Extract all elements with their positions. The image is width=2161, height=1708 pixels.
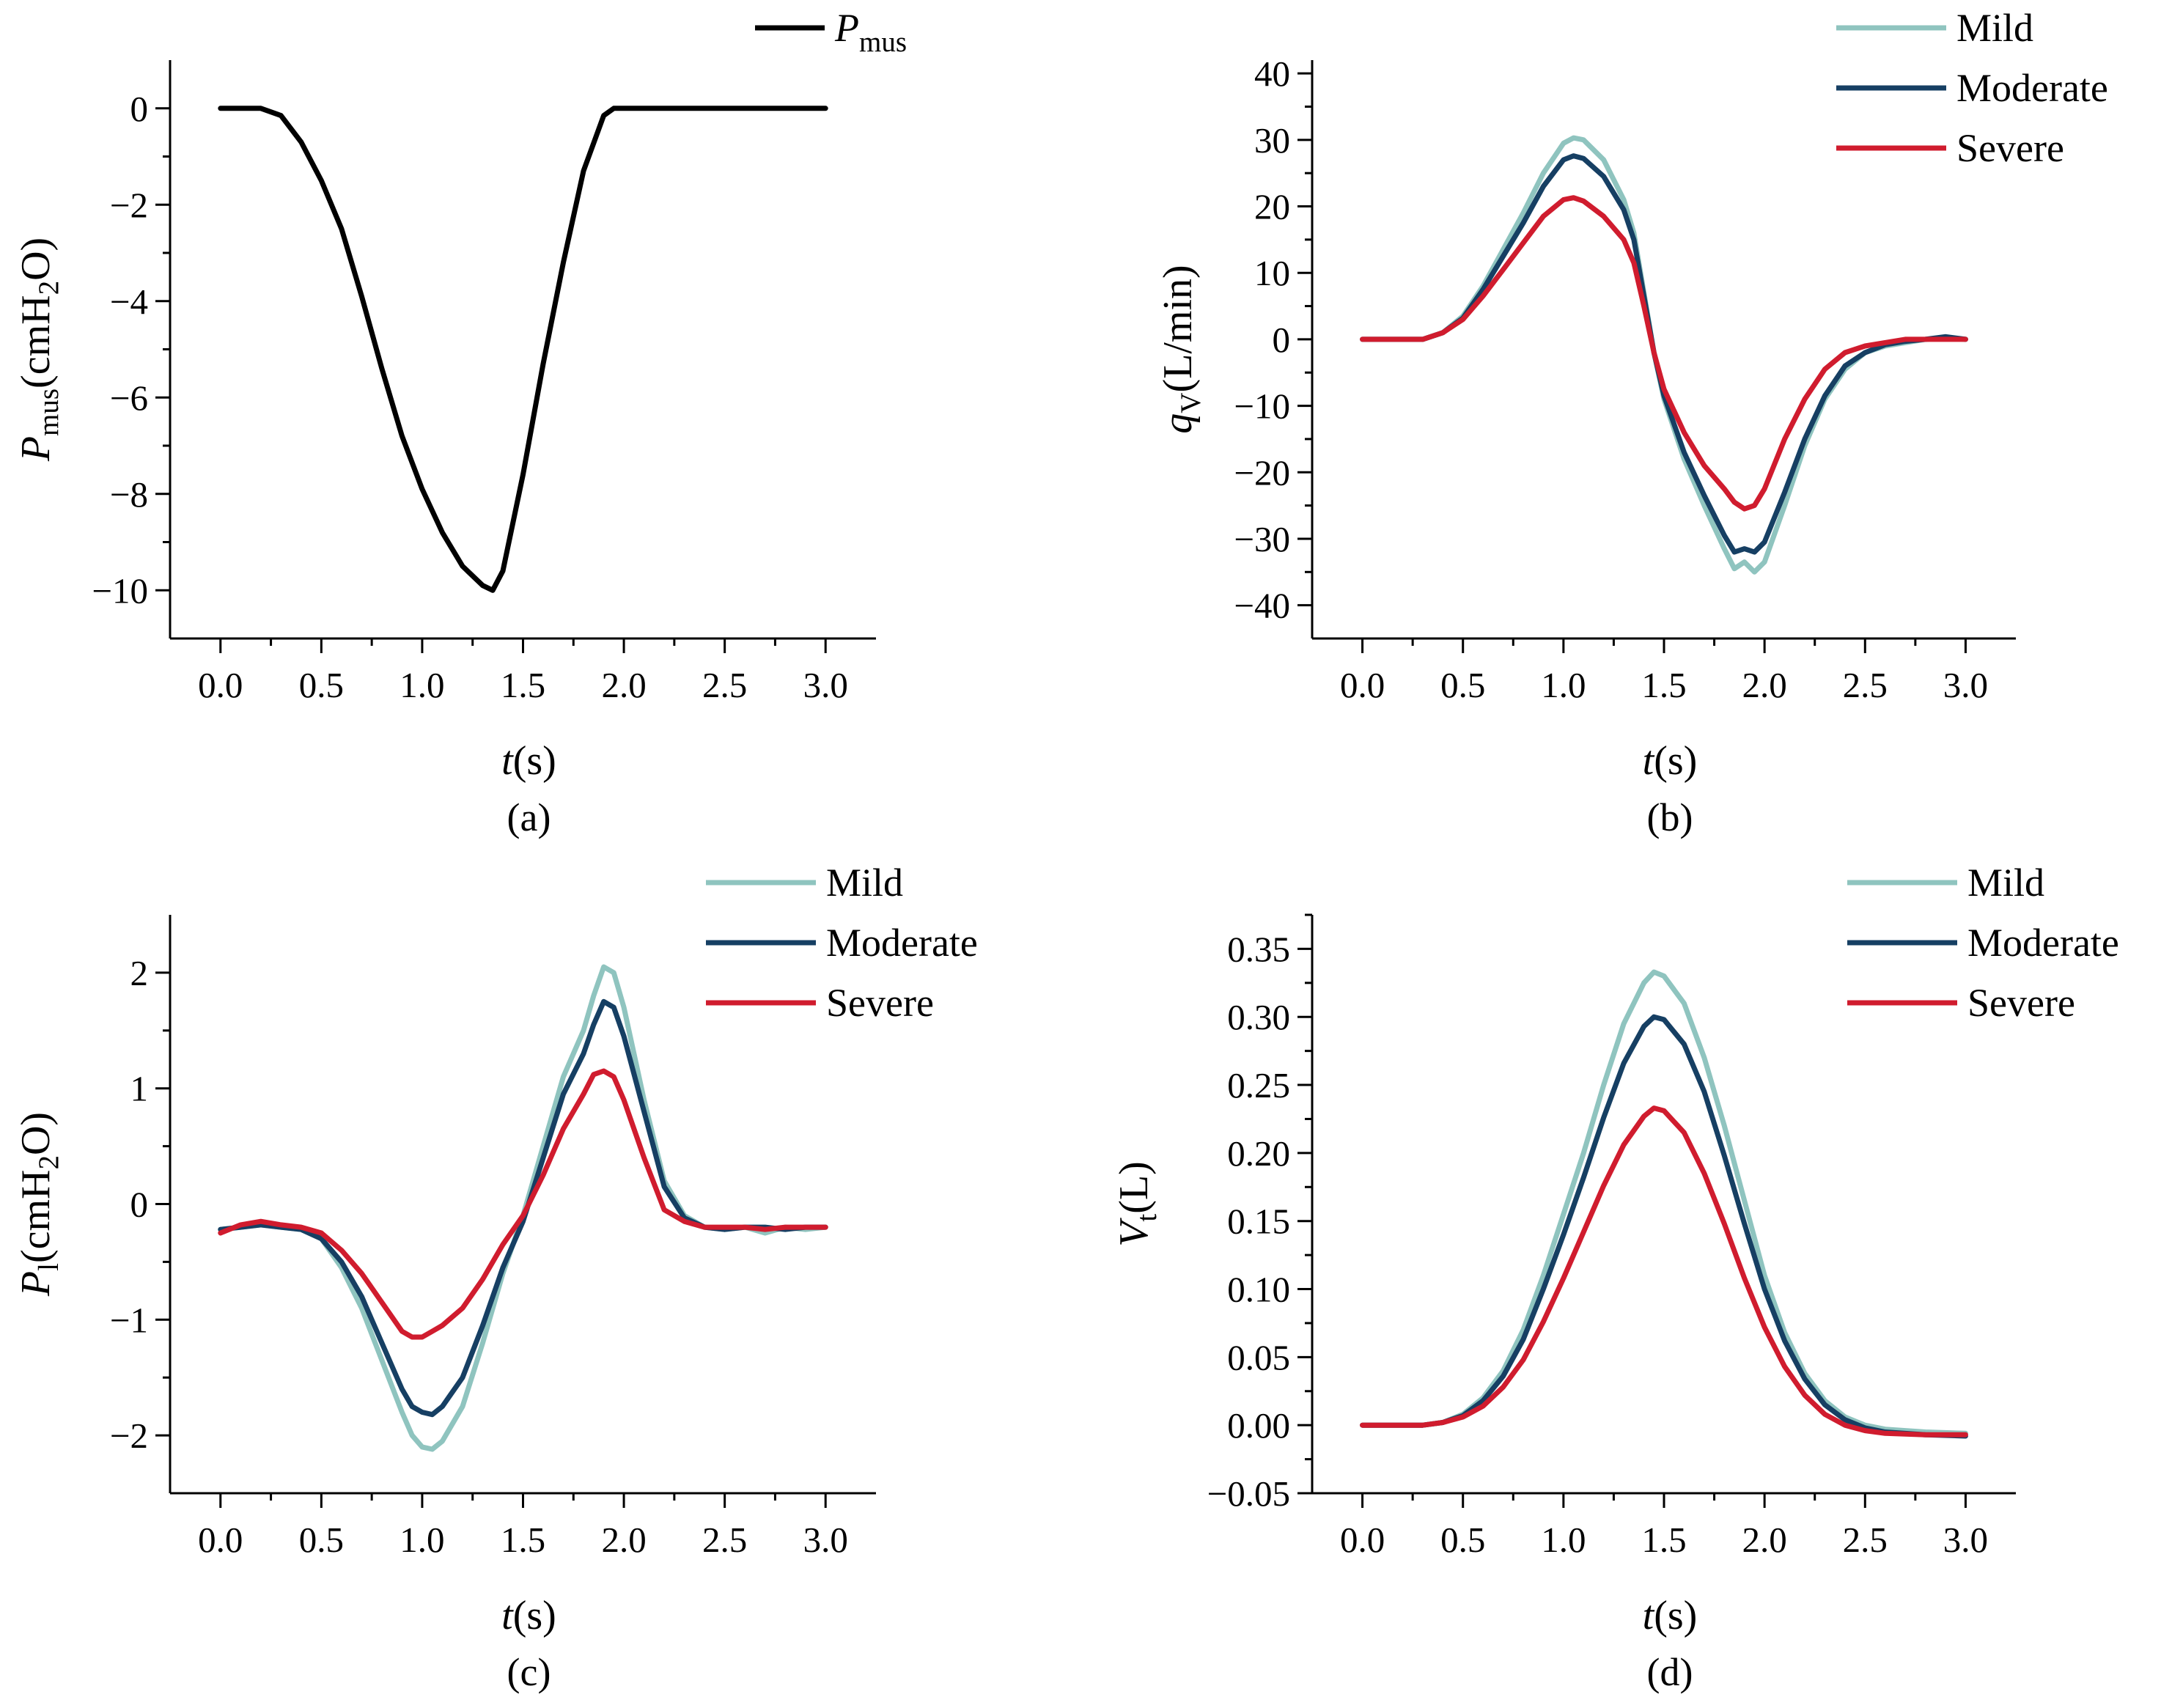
x-tick-label: 2.5 [702, 665, 747, 705]
panel-d: 0.0 0.5 1.0 1.5 2.0 2.5 3.0 −0.05 0.00 0.05 0.10 0.… [1111, 861, 2119, 1694]
y-tick-label: −30 [1234, 519, 1290, 559]
x-axis-title: t(s) [501, 1593, 556, 1638]
y-axis-title: qV(L/min) [1155, 265, 1207, 433]
y-tick-label: −8 [110, 474, 148, 515]
x-tick-label: 2.0 [601, 665, 646, 705]
y-tick-label: 0 [130, 1185, 149, 1225]
x-tick-label: 0.5 [1440, 665, 1485, 705]
y-tick-label: −20 [1234, 452, 1290, 493]
series-line-severe [1360, 195, 1968, 512]
y-tick-label: 0 [1273, 320, 1291, 360]
x-tick-label: 2.0 [1742, 665, 1787, 705]
x-tick-label: 1.0 [400, 665, 444, 705]
y-tick-label: 10 [1254, 253, 1290, 293]
x-tick-label: 2.0 [1742, 1520, 1787, 1560]
x-axis-title: t(s) [501, 738, 556, 784]
y-tick-label: 30 [1254, 120, 1290, 161]
y-tick-label: −2 [110, 185, 148, 225]
panel-b: 0.0 0.5 1.0 1.5 2.0 2.5 3.0 −40 −30 −20 −10 0 10 20 30… [1155, 6, 2108, 839]
y-tick-label: 0.10 [1227, 1270, 1290, 1310]
y-axis-title: Vt(L) [1111, 1161, 1163, 1247]
series-line-mild [1360, 135, 1968, 575]
x-tick-label: 1.0 [1541, 665, 1586, 705]
y-tick-label: 20 [1254, 187, 1290, 227]
y-tick-label: 2 [130, 953, 149, 993]
legend-label: Mild [1956, 6, 2033, 50]
x-tick-label: 2.5 [1843, 1520, 1888, 1560]
x-tick-label: 1.5 [1641, 1520, 1686, 1560]
panel-label: (d) [1647, 1650, 1693, 1694]
y-axis-title: Pmus(cmH2O) [13, 238, 65, 462]
legend-label: Pmus [834, 6, 907, 58]
series-line-severe [218, 1068, 828, 1340]
x-tick-label: 2.5 [702, 1520, 747, 1560]
y-tick-label: −1 [110, 1300, 148, 1340]
series-line-mild [218, 964, 828, 1452]
x-tick-label: 0.0 [198, 1520, 243, 1560]
x-tick-label: 0.5 [299, 1520, 344, 1560]
series-line-pmus [218, 106, 828, 593]
y-tick-label: 1 [130, 1069, 149, 1109]
series-line-mild [1360, 969, 1968, 1436]
x-tick-label: 0.0 [1340, 1520, 1385, 1560]
x-tick-label: 3.0 [803, 1520, 848, 1560]
legend-label: Severe [1967, 981, 2075, 1025]
legend-label: Severe [1956, 126, 2064, 170]
y-tick-label: −10 [1234, 386, 1290, 427]
panel-label: (c) [507, 1650, 551, 1694]
x-tick-label: 3.0 [803, 665, 848, 705]
legend-label: Moderate [826, 921, 978, 965]
y-tick-label: −6 [110, 378, 148, 418]
series-line-moderate [1360, 1014, 1968, 1439]
y-tick-label: −0.05 [1207, 1473, 1290, 1514]
y-tick-label: 0.20 [1227, 1133, 1290, 1174]
legend-label: Moderate [1967, 921, 2119, 965]
y-tick-label: 40 [1254, 54, 1290, 94]
y-tick-label: 0.35 [1227, 929, 1290, 969]
x-tick-label: 0.0 [1340, 665, 1385, 705]
panel-label: (a) [507, 795, 551, 839]
legend: Mild Moderate Severe [1836, 6, 2108, 170]
x-tick-label: 0.0 [198, 665, 243, 705]
x-axis-title: t(s) [1643, 738, 1698, 784]
x-tick-label: 0.5 [299, 665, 344, 705]
x-tick-label: 2.0 [601, 1520, 646, 1560]
y-tick-label: 0.15 [1227, 1201, 1290, 1242]
x-tick-label: 0.5 [1440, 1520, 1485, 1560]
y-tick-label: 0.05 [1227, 1337, 1290, 1377]
panel-a: 0.0 0.5 1.0 1.5 2.0 2.5 3.0 −10 −8 −6 −4 −2 0 t(s) Pmu… [13, 6, 907, 839]
y-tick-label: −40 [1234, 586, 1290, 626]
x-tick-label: 3.0 [1943, 665, 1988, 705]
legend-label: Mild [826, 861, 903, 905]
legend-label: Severe [826, 981, 934, 1025]
x-axis-title: t(s) [1643, 1593, 1698, 1638]
y-tick-label: −2 [110, 1416, 148, 1456]
panel-c: 0.0 0.5 1.0 1.5 2.0 2.5 3.0 −2 −1 0 1 2 t(s) Pl(cmH2O… [13, 861, 978, 1694]
x-tick-label: 3.0 [1943, 1520, 1988, 1560]
series-line-moderate [1360, 153, 1968, 555]
x-tick-label: 1.5 [1641, 665, 1686, 705]
legend: Pmus [755, 6, 907, 58]
x-tick-label: 1.5 [501, 665, 545, 705]
y-axis-title: Pl(cmH2O) [13, 1112, 65, 1297]
legend-label: Mild [1967, 861, 2044, 905]
y-tick-label: 0 [130, 89, 149, 129]
y-tick-label: 0.00 [1227, 1405, 1290, 1446]
legend: Mild Moderate Severe [1847, 861, 2119, 1025]
x-tick-label: 1.0 [1541, 1520, 1586, 1560]
legend: Mild Moderate Severe [706, 861, 978, 1025]
y-tick-label: 0.25 [1227, 1065, 1290, 1105]
x-tick-label: 1.5 [501, 1520, 545, 1560]
x-tick-label: 2.5 [1843, 665, 1888, 705]
y-tick-label: −10 [92, 570, 148, 611]
panel-label: (b) [1647, 795, 1693, 839]
y-tick-label: 0.30 [1227, 997, 1290, 1037]
legend-label: Moderate [1956, 66, 2108, 110]
x-tick-label: 1.0 [400, 1520, 444, 1560]
series-line-severe [1360, 1105, 1968, 1438]
y-tick-label: −4 [110, 281, 148, 322]
